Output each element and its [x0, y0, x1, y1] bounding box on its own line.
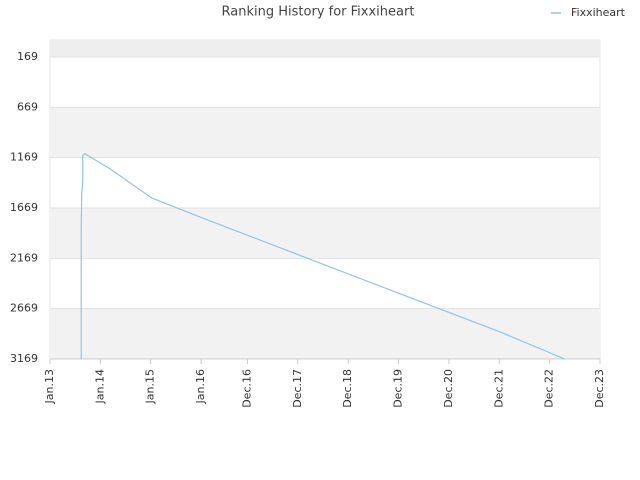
x-tick-label: Jan.15	[144, 369, 157, 404]
x-tick-label: Jan.16	[194, 369, 207, 404]
grid-band	[50, 308, 600, 359]
x-tick-label: Jan.13	[43, 369, 56, 404]
x-tick-label: Dec.23	[593, 369, 606, 408]
grid-band	[50, 40, 600, 58]
x-tick-label: Dec.20	[442, 369, 455, 408]
chart-title: Ranking History for Fixxiheart	[222, 5, 415, 20]
series-line	[80, 152, 565, 360]
y-tick-label: 1669	[10, 201, 38, 214]
grid-band	[50, 208, 600, 259]
x-tick-label: Dec.21	[492, 369, 505, 408]
x-tick-label: Dec.18	[341, 369, 354, 408]
x-tick-label: Dec.17	[291, 369, 304, 408]
x-tick-label: Dec.22	[543, 369, 556, 408]
y-tick-label: 669	[17, 100, 38, 113]
y-tick-label: 3169	[10, 352, 38, 365]
grid-band	[50, 107, 600, 158]
x-tick-label: Dec.19	[392, 369, 405, 408]
x-tick-label: Dec.16	[240, 369, 253, 408]
y-tick-label: 1169	[10, 151, 38, 164]
y-tick-label: 2169	[10, 251, 38, 264]
y-tick-label: 2669	[10, 302, 38, 315]
legend-label: Fixxiheart	[571, 6, 626, 19]
plot-area	[49, 39, 601, 360]
y-tick-label: 169	[17, 50, 38, 63]
x-tick-label: Jan.14	[93, 369, 106, 404]
